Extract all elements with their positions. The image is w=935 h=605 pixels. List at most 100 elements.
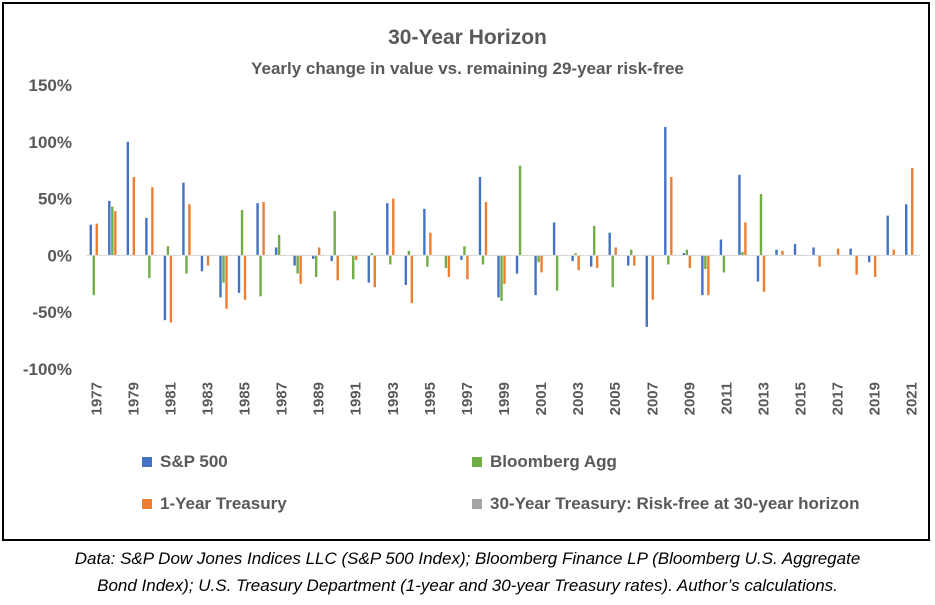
bar [589,255,593,267]
bar [481,255,485,265]
x-tick-label: 1987 [274,382,291,415]
x-tick-label: 1985 [237,382,254,415]
caption-line-1: Data: S&P Dow Jones Indices LLC (S&P 500… [74,549,861,568]
bar [206,255,210,266]
x-tick-label: 1995 [422,382,439,415]
bar [460,255,463,260]
bar [426,255,429,267]
bar [277,234,281,256]
bar [744,222,747,256]
bar [571,255,574,262]
bar [592,225,596,256]
bar [367,255,370,283]
legend-label-bloomberg-agg: Bloomberg Agg [490,452,617,471]
bar [611,255,614,288]
x-tick-label: 1999 [496,382,513,415]
bar [296,255,299,274]
bar [608,232,611,256]
bar [688,255,692,268]
bar [849,248,852,256]
legend-label-sp500: S&P 500 [160,452,228,471]
x-tick-label: 1981 [162,382,179,415]
bar [370,253,373,256]
bar [111,206,114,256]
bar [722,255,726,273]
bar [373,255,376,288]
chart-subtitle: Yearly change in value vs. remaining 29-… [251,59,684,78]
bar [741,251,744,256]
bar [685,249,689,256]
bar [497,255,500,298]
x-tick-label: 1989 [311,382,328,415]
x-tick-label: 2003 [570,382,587,415]
bar [818,255,821,267]
bar [466,255,469,280]
bar [311,255,315,259]
x-tick-label: 1983 [200,382,217,415]
bar [333,211,336,256]
bar [651,255,654,300]
bar [873,255,877,277]
bar [225,255,228,309]
bar [336,255,339,281]
caption-line-2: Bond Index); U.S. Treasury Department (1… [97,576,838,595]
bar [503,255,506,284]
bar [89,224,92,256]
bar [108,200,111,256]
bar [812,247,815,256]
bar [595,255,599,268]
bar [775,249,778,256]
bar [537,255,540,263]
bar [114,211,117,256]
bar [429,232,432,256]
x-tick-label: 2009 [681,382,698,415]
bar [182,182,185,256]
x-tick-label: 1991 [348,382,365,415]
bar [169,255,173,323]
bar [534,255,537,296]
x-tick-label: 2013 [756,382,773,415]
y-tick-label: 150% [29,76,72,95]
bar [262,202,265,256]
bar [911,167,914,256]
bar [518,165,522,256]
legend-item-sp500: S&P 500 [142,452,228,472]
bar [314,255,318,277]
y-tick-label: 50% [38,190,72,209]
bar [836,248,840,256]
bar [185,255,188,274]
chart-title: 30-Year Horizon [388,26,547,49]
x-tick-label: 2001 [533,382,550,415]
bar [92,255,95,296]
bar [407,250,411,256]
y-tick-label: -100% [23,360,72,379]
bar [762,255,766,292]
bar [126,141,130,256]
bar [500,255,503,301]
x-tick-label: 2007 [644,382,661,415]
bar [886,215,889,256]
y-tick-label: 0% [47,246,72,265]
bar [148,255,151,279]
bar [892,249,895,256]
bar [867,255,871,263]
bar [299,255,302,284]
legend-swatch-bloomberg-agg [472,457,482,467]
y-tick-label: -50% [32,303,72,322]
legend-swatch-sp500 [142,457,152,467]
bar [410,255,414,304]
x-tick-label: 1997 [459,382,476,415]
bar [386,203,389,256]
bar [555,255,559,291]
bar [577,255,580,271]
bar [404,255,408,285]
x-tick-label: 2017 [830,382,847,415]
bar [317,247,321,256]
bar [484,202,488,256]
x-tick-label: 2015 [793,382,810,415]
bar [222,255,225,283]
legend-item-1yr-treasury: 1-Year Treasury [142,494,287,514]
bar [540,255,543,273]
bar [188,204,191,256]
bar [444,255,448,268]
